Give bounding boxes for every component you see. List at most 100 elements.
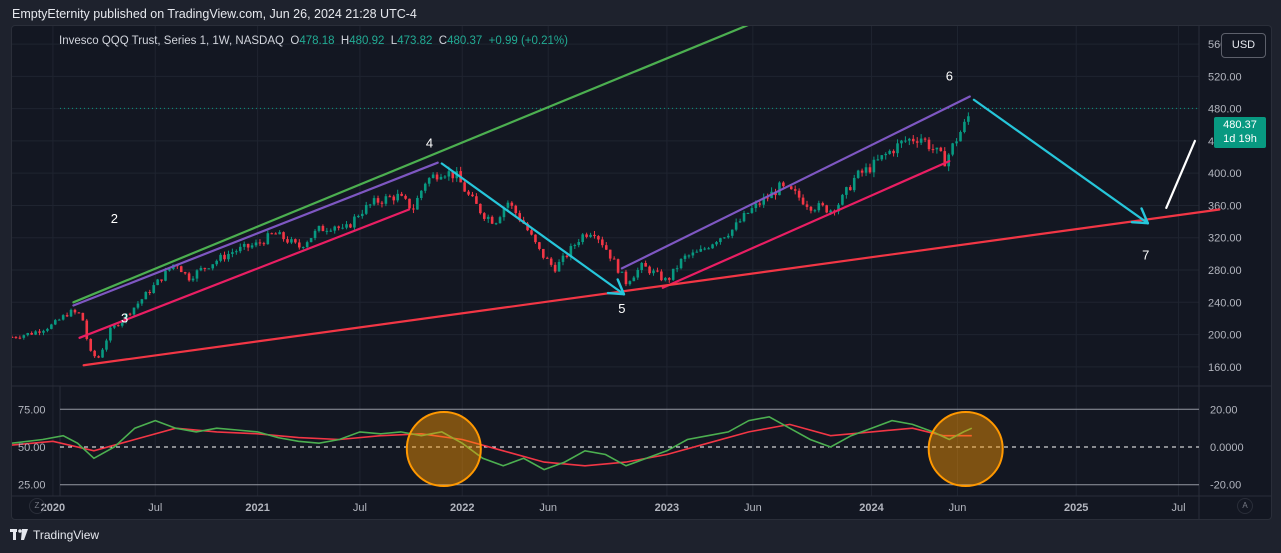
candle-body [105, 340, 108, 350]
candle-body [872, 159, 876, 173]
chart-svg[interactable]: 560.00520.00480.00440.00400.00360.00320.… [12, 26, 1271, 519]
candle-body [829, 210, 832, 213]
arrow-head [606, 291, 626, 296]
candle-body [38, 331, 41, 333]
candle-body [876, 159, 880, 161]
candle-body [254, 242, 258, 246]
candle-body [61, 315, 65, 320]
candle-body [821, 203, 825, 206]
candle-body [309, 238, 313, 243]
candle-body [238, 246, 242, 252]
candle-body [278, 232, 281, 235]
wave-label: 2 [111, 211, 118, 226]
candle-body [656, 270, 659, 272]
candle-body [837, 204, 840, 212]
candle-body [557, 261, 561, 272]
trendline-cyan-arrow-1 [440, 162, 626, 296]
candle-body [927, 139, 931, 150]
candle-body [262, 243, 266, 245]
candle-body [337, 226, 340, 228]
wave-label: 6 [946, 68, 953, 83]
candle-body [313, 230, 317, 239]
candle-body [46, 328, 49, 331]
x-tick-label: 2022 [450, 502, 474, 514]
candle-body [274, 233, 277, 235]
candle-body [380, 202, 384, 204]
candle-body [589, 234, 592, 237]
candle-body [345, 224, 348, 228]
candle-body [223, 254, 226, 260]
change-value: +0.99 (+0.21%) [488, 35, 568, 47]
log-scale-z-button[interactable]: Z [29, 498, 45, 514]
candle-body [742, 213, 746, 222]
candle-body [81, 312, 85, 321]
candle-body [608, 249, 612, 259]
x-tick-label: 2020 [41, 502, 65, 514]
candle-body [93, 350, 96, 357]
candle-body [490, 216, 494, 224]
candle-body [258, 242, 262, 244]
candle-body [116, 325, 120, 327]
candle-body [439, 176, 443, 180]
candle-body [447, 171, 451, 177]
candle-body [569, 246, 573, 258]
y-tick-label: 280.00 [1208, 265, 1242, 277]
candle-body [479, 203, 482, 214]
trendline-red-long-support [82, 208, 1221, 367]
candle-body [97, 356, 100, 358]
x-tick-label: Jun [744, 502, 762, 514]
trendline-pink-channel-bottom-1 [78, 208, 411, 339]
candle-body [750, 208, 754, 213]
candle-body [349, 224, 352, 228]
candle-body [18, 337, 22, 339]
candle-body [494, 223, 498, 225]
candle-body [475, 196, 478, 204]
candle-body [463, 182, 466, 192]
candle-body [825, 205, 828, 213]
candle-body [593, 234, 596, 237]
candle-body [734, 222, 738, 230]
candle-body [793, 189, 797, 191]
candle-body [911, 138, 915, 142]
candle-body [183, 272, 187, 274]
candle-body [101, 349, 104, 358]
candle-body [109, 327, 112, 341]
candle-body [321, 225, 325, 232]
candle-body [152, 285, 155, 294]
candle-body [904, 140, 907, 142]
auto-scale-a-button[interactable]: A [1237, 498, 1253, 514]
open-label: O [290, 35, 300, 47]
candle-body [451, 171, 455, 179]
trendline-purple-channel-top-1 [72, 161, 439, 307]
footer-brand[interactable]: TradingView [10, 528, 99, 542]
bar-countdown: 1d 19h [1223, 133, 1257, 145]
chart-panel[interactable]: 560.00520.00480.00440.00400.00360.00320.… [11, 25, 1272, 520]
oscillator-group: 75.00 50.00 25.00 20.00 0.0000 -20.00 [12, 404, 1244, 492]
trendlines-group [72, 26, 1221, 367]
candle-body [26, 333, 30, 336]
candle-body [431, 174, 435, 179]
currency-button[interactable]: USD [1221, 33, 1266, 58]
candle-body [85, 320, 89, 339]
y-tick-label: 480.00 [1208, 104, 1242, 116]
high-value: 480.92 [349, 35, 385, 47]
candle-body [549, 258, 553, 265]
osc-right-tick: -20.00 [1210, 480, 1241, 492]
candle-body [758, 203, 762, 205]
candle-body [530, 230, 533, 235]
candle-body [124, 313, 128, 321]
candle-body [719, 238, 722, 243]
candle-body [919, 138, 923, 143]
candle-body [65, 315, 69, 317]
candle-body [22, 335, 26, 338]
candle-body [199, 267, 203, 271]
candle-body [128, 313, 132, 315]
candle-body [231, 252, 234, 254]
x-tick-label: Jul [353, 502, 367, 514]
candle-body [502, 207, 506, 218]
candle-body [805, 204, 809, 207]
candle-body [565, 255, 569, 258]
candle-body [534, 234, 537, 243]
candle-body [120, 320, 124, 326]
candle-body [892, 150, 895, 154]
